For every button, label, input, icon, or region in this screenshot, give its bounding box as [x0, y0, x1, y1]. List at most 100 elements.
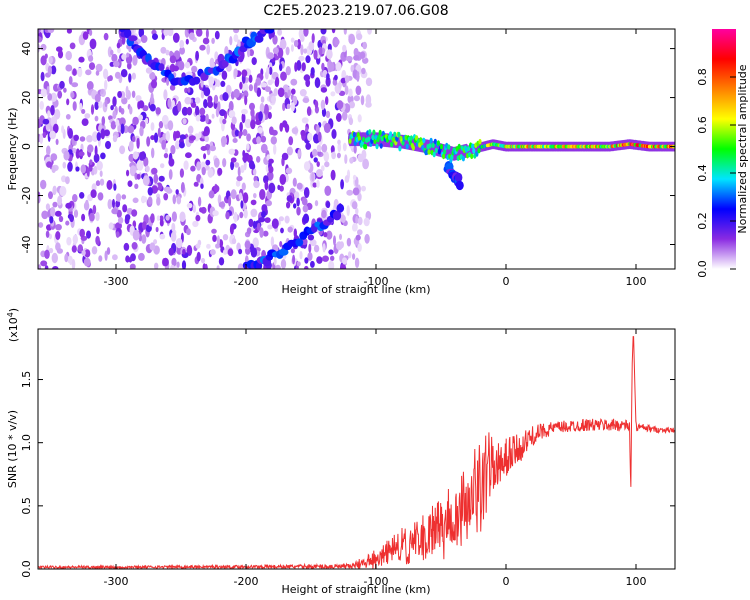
spectral-noise-blob [160, 163, 165, 169]
spectral-noise-blob [285, 46, 290, 56]
spectral-noise-blob [66, 236, 72, 246]
spectral-noise-blob [63, 87, 67, 93]
spectral-noise-blob [142, 175, 150, 186]
spectral-noise-blob [156, 215, 161, 221]
spectral-noise-blob [136, 173, 141, 180]
spectral-noise-blob [301, 62, 306, 72]
spectral-noise-blob [78, 151, 85, 157]
spectral-noise-blob [236, 175, 243, 182]
spectral-noise-blob [257, 126, 263, 134]
spectral-noise-blob [343, 29, 347, 35]
spectral-noise-blob [138, 114, 144, 121]
spectral-noise-blob [303, 187, 310, 199]
spectral-noise-blob [181, 106, 188, 116]
spectral-noise-blob [284, 215, 290, 224]
spectral-noise-blob [300, 129, 306, 137]
spectral-noise-blob [205, 113, 209, 124]
spectral-noise-blob [47, 65, 53, 76]
spectral-noise-blob [330, 169, 336, 181]
spectral-noise-blob [348, 117, 354, 126]
spectral-noise-blob [99, 170, 103, 177]
spectral-noise-blob [175, 189, 179, 195]
spectral-noise-blob [67, 127, 73, 139]
spectral-noise-blob [320, 87, 328, 93]
spectral-noise-blob [57, 90, 63, 99]
spectral-noise-blob [328, 249, 334, 255]
spectral-noise-blob [195, 29, 203, 37]
spectral-noise-blob [298, 55, 305, 62]
spectral-noise-blob [136, 137, 140, 149]
spectral-noise-blob [355, 85, 362, 96]
spectral-noise-blob [228, 110, 236, 118]
spectral-noise-blob [316, 144, 322, 152]
x-tick-label: -200 [234, 275, 259, 288]
spectral-noise-blob [208, 190, 215, 199]
spectral-noise-blob [228, 148, 236, 155]
spectral-noise-blob [179, 134, 186, 140]
spectral-noise-blob [38, 195, 41, 204]
spectral-noise-blob [98, 101, 103, 109]
spectral-noise-blob [213, 94, 219, 104]
spectral-noise-blob [104, 79, 108, 91]
spectral-noise-blob [149, 242, 156, 251]
spectral-noise-blob [278, 216, 284, 222]
spectral-noise-blob [78, 56, 85, 63]
spectral-noise-blob [66, 98, 70, 106]
spectral-noise-blob [167, 98, 172, 108]
x-tick-label: -300 [104, 575, 129, 588]
spectral-noise-blob [199, 207, 203, 213]
spectral-noise-blob [279, 241, 283, 248]
spectral-noise-blob [159, 233, 166, 240]
signal-core [389, 131, 393, 137]
spectral-noise-blob [71, 245, 77, 253]
spectral-noise-blob [335, 62, 342, 71]
spectral-noise-blob [310, 67, 315, 76]
branch-dip-blob [454, 172, 463, 183]
spectral-noise-blob [156, 196, 161, 206]
spectral-noise-blob [50, 105, 55, 116]
spectral-noise-blob [231, 238, 237, 245]
spectral-noise-blob [176, 196, 182, 205]
spectral-noise-blob [203, 153, 207, 160]
spectral-noise-blob [89, 212, 95, 222]
spectral-noise-blob [233, 68, 238, 77]
spectral-noise-blob [69, 42, 76, 50]
spectral-noise-blob [138, 100, 145, 109]
spectral-noise-blob [40, 71, 45, 82]
spectral-noise-blob [309, 239, 317, 247]
spectral-noise-blob [93, 165, 98, 175]
spectral-noise-blob [233, 34, 239, 43]
spectral-noise-blob [52, 201, 58, 208]
spectral-noise-blob [79, 192, 85, 199]
spectral-noise-blob [262, 230, 269, 237]
spectral-noise-blob [142, 105, 149, 112]
spectral-noise-blob [259, 189, 266, 200]
signal-core [477, 147, 481, 154]
spectral-noise-blob [268, 158, 274, 164]
spectral-noise-blob [325, 110, 331, 119]
spectral-noise-blob [355, 215, 359, 224]
spectral-noise-blob [233, 211, 238, 221]
spectral-noise-blob [38, 264, 42, 269]
spectral-noise-blob [357, 114, 362, 123]
spectral-noise-blob [152, 33, 158, 40]
spectral-noise-blob [81, 118, 89, 126]
spectral-noise-blob [45, 203, 51, 211]
spectral-noise-blob [250, 247, 258, 258]
spectral-noise-blob [180, 182, 185, 193]
spectral-noise-blob [132, 151, 139, 160]
spectral-noise-blob [166, 77, 170, 86]
spectral-noise-blob [207, 168, 214, 178]
spectral-noise-blob [88, 55, 94, 62]
spectral-noise-blob [213, 185, 220, 193]
spectral-noise-blob [48, 191, 53, 200]
spectral-noise-blob [217, 194, 222, 205]
spectral-noise-blob [296, 60, 302, 71]
spectral-noise-blob [75, 166, 80, 172]
spectral-noise-blob [353, 47, 359, 57]
spectral-noise-blob [80, 164, 87, 174]
spectral-noise-blob [293, 228, 297, 238]
signal-core [415, 135, 419, 141]
spectral-noise-blob [95, 180, 101, 187]
spectral-noise-blob [301, 197, 308, 206]
